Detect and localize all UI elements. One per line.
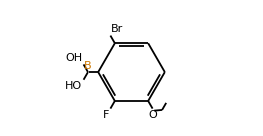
Text: O: O	[148, 110, 157, 120]
Text: OH: OH	[66, 53, 83, 63]
Text: B: B	[84, 61, 92, 71]
Text: Br: Br	[111, 24, 123, 35]
Text: F: F	[103, 110, 110, 120]
Text: HO: HO	[65, 81, 83, 91]
